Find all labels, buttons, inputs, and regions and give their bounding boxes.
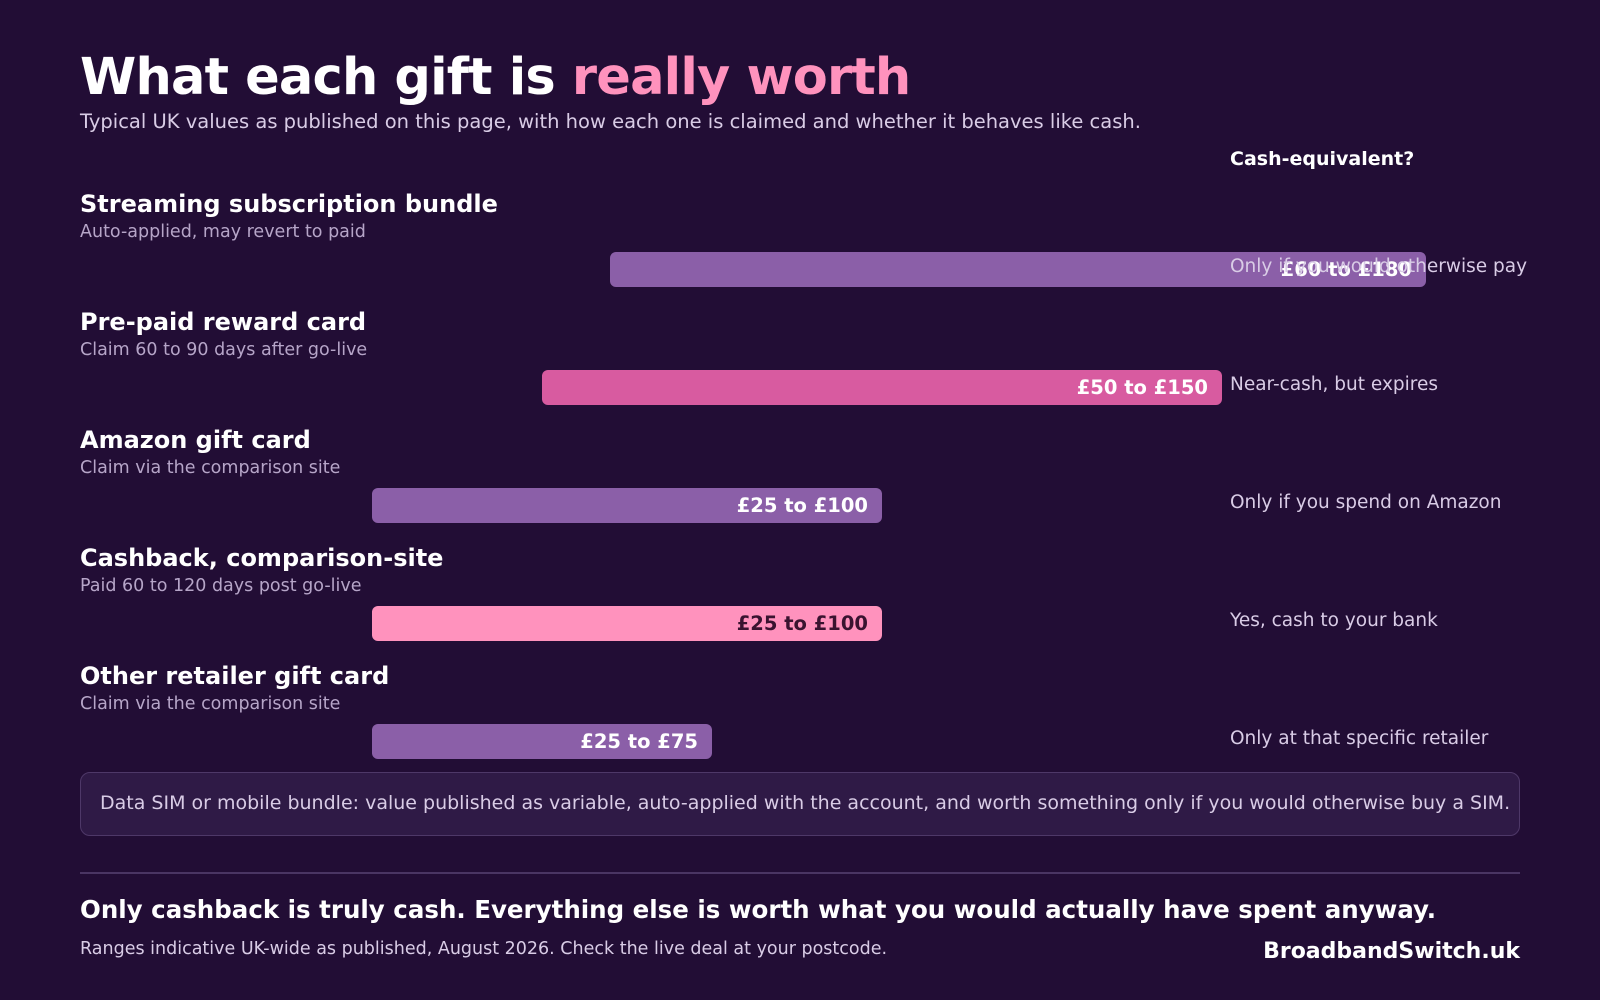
value-range-bar: £50 to £150 (542, 370, 1222, 405)
gift-row: Streaming subscription bundle Auto-applie… (0, 190, 1600, 308)
gift-label: Cashback, comparison-site (80, 544, 444, 572)
brand-logo: BroadbandSwitch.uk (1263, 939, 1520, 964)
gift-claim-note: Claim via the comparison site (80, 458, 341, 478)
gift-row: Cashback, comparison-site Paid 60 to 120 … (0, 544, 1600, 662)
cash-equivalent-text: Only if you spend on Amazon (1230, 492, 1502, 513)
value-range-bar: £25 to £100 (372, 606, 882, 641)
cash-equivalent-text: Near-cash, but expires (1230, 374, 1438, 395)
gift-claim-note: Claim via the comparison site (80, 694, 341, 714)
footnote-text: Ranges indicative UK-wide as published, … (80, 939, 888, 959)
gift-label: Amazon gift card (80, 426, 311, 454)
value-range-bar: £25 to £75 (372, 724, 712, 759)
gift-label: Other retailer gift card (80, 662, 390, 690)
gift-row: Pre-paid reward card Claim 60 to 90 days … (0, 308, 1600, 426)
value-range-label: £50 to £150 (1076, 376, 1208, 399)
value-range-label: £60 to £180 (1280, 258, 1412, 281)
value-range-bar: £25 to £100 (372, 488, 882, 523)
value-range-label: £25 to £100 (736, 612, 868, 635)
value-range-bar: £60 to £180 (610, 252, 1426, 287)
gift-label: Pre-paid reward card (80, 308, 367, 336)
title-main: What each gift is (80, 48, 572, 107)
gift-row: Amazon gift card Claim via the comparison… (0, 426, 1600, 544)
footer-divider (80, 872, 1520, 874)
data-sim-note: Data SIM or mobile bundle: value publish… (80, 772, 1520, 836)
gift-row: Other retailer gift card Claim via the co… (0, 662, 1600, 780)
gift-claim-note: Claim 60 to 90 days after go-live (80, 340, 368, 360)
cash-equivalent-text: Yes, cash to your bank (1230, 610, 1438, 631)
chart-subtitle: Typical UK values as published on this p… (80, 110, 1141, 133)
gift-claim-note: Paid 60 to 120 days post go-live (80, 576, 362, 596)
gift-label: Streaming subscription bundle (80, 190, 498, 218)
takeaway-text: Only cashback is truly cash. Everything … (80, 895, 1437, 924)
chart-title: What each gift is really worth (80, 42, 911, 114)
cash-equivalent-text: Only if you would otherwise pay (1230, 256, 1528, 277)
gift-claim-note: Auto-applied, may revert to paid (80, 222, 366, 242)
value-range-label: £25 to £100 (736, 494, 868, 517)
cash-equivalent-text: Only at that specific retailer (1230, 728, 1489, 749)
value-range-label: £25 to £75 (580, 730, 698, 753)
title-accent: really worth (571, 48, 911, 107)
cash-equivalent-column-header: Cash-equivalent? (1230, 148, 1415, 170)
